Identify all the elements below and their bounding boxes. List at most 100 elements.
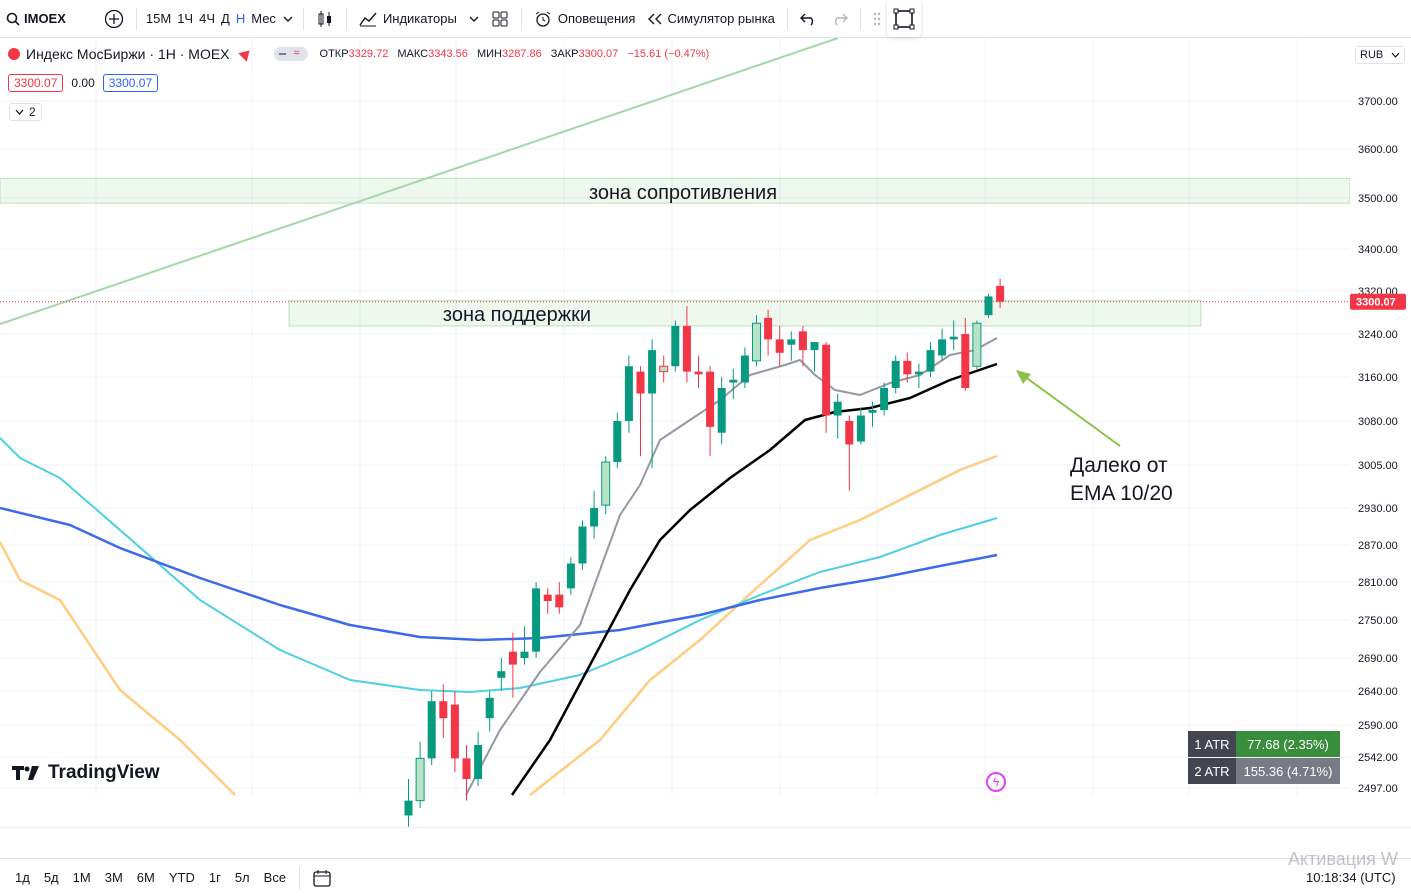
- range-button[interactable]: 1г: [208, 870, 221, 885]
- indicators-button[interactable]: Индикаторы: [353, 0, 463, 37]
- zones: [0, 177, 1351, 327]
- lightning-icon[interactable]: ϟ: [986, 772, 1006, 792]
- redo-button[interactable]: [824, 0, 854, 37]
- ema10-line: [465, 337, 998, 796]
- candle-body: [868, 410, 877, 413]
- buy-button[interactable]: 3300.07: [102, 74, 159, 92]
- candle: [810, 342, 819, 372]
- drag-handle[interactable]: [867, 0, 887, 37]
- candle-body: [532, 588, 541, 652]
- timeframe-1h[interactable]: 1Ч: [177, 11, 194, 26]
- candle: [415, 741, 425, 809]
- timeframe-month[interactable]: Мес: [251, 11, 276, 26]
- candle: [845, 415, 854, 491]
- visibility-toggle[interactable]: ≈: [273, 47, 308, 61]
- range-button[interactable]: Все: [263, 870, 287, 885]
- price-axis: 3700.003600.003500.003400.003320.003240.…: [0, 38, 1411, 828]
- candle: [972, 320, 982, 369]
- range-button[interactable]: 3М: [104, 870, 123, 885]
- range-button[interactable]: 1д: [15, 870, 30, 885]
- close-label: ЗАКР: [550, 48, 579, 60]
- price-chart[interactable]: 3700.003600.003500.003400.003320.003240.…: [0, 38, 1411, 828]
- range-button[interactable]: 5л: [234, 870, 250, 885]
- rewind-icon: [648, 13, 662, 24]
- undo-button[interactable]: [794, 0, 824, 37]
- chevron-down-icon: [283, 16, 293, 22]
- range-button[interactable]: YTD: [168, 870, 195, 885]
- tradingview-logo[interactable]: TradingView: [12, 762, 160, 784]
- divider: [520, 7, 522, 30]
- candle-body: [671, 325, 680, 367]
- candle: [532, 582, 541, 658]
- atr-value: 155.36 (4.71%): [1236, 758, 1340, 784]
- logo-text: TradingView: [48, 762, 160, 783]
- candle-body: [764, 317, 773, 340]
- chart-legend: Индекс МосБиржи · 1Н · MOEX ≈ ОТКР3329.7…: [8, 46, 715, 62]
- clock[interactable]: 10:18:34 (UTC): [1306, 870, 1396, 885]
- timeframe-week[interactable]: Н: [235, 11, 246, 26]
- candle: [868, 401, 877, 427]
- price-tick-label: 3400.00: [1358, 244, 1398, 256]
- price-tick-label: 2810.00: [1358, 577, 1398, 589]
- candle: [404, 779, 413, 827]
- arrow-line: [1023, 375, 1121, 447]
- alerts-button[interactable]: Оповещения: [528, 0, 642, 37]
- candle: [462, 745, 471, 801]
- layouts-button[interactable]: [485, 0, 515, 37]
- range-button[interactable]: 6М: [136, 870, 155, 885]
- price-tick-label: 2690.00: [1358, 653, 1398, 665]
- price-axis-bg: [1350, 38, 1411, 795]
- price-tick-label: 3600.00: [1358, 144, 1398, 156]
- candle-body: [891, 360, 900, 388]
- timeframe-15m[interactable]: 15М: [145, 11, 172, 26]
- candle-body: [938, 339, 947, 356]
- candle-body: [833, 401, 842, 416]
- spread-value: 0.00: [71, 76, 95, 90]
- support-zone: [288, 300, 1202, 327]
- range-button[interactable]: 5д: [43, 870, 59, 885]
- candle: [891, 355, 900, 394]
- open-label: ОТКР: [319, 48, 349, 60]
- chevron-down-icon: [15, 109, 24, 115]
- fullscreen-button[interactable]: [887, 0, 921, 37]
- chevron-down-icon: [469, 16, 479, 22]
- ema20-line: [510, 362, 998, 796]
- symbol-search[interactable]: IMOEX: [0, 0, 72, 37]
- candle-body: [856, 415, 865, 442]
- candle: [880, 382, 889, 416]
- divider: [302, 7, 304, 30]
- range-button[interactable]: 1М: [72, 870, 91, 885]
- candle-body: [613, 421, 622, 463]
- candle-body: [740, 355, 749, 383]
- timeframe-day[interactable]: Д: [221, 11, 230, 26]
- replay-button[interactable]: Симулятор рынка: [641, 0, 780, 37]
- compare-button[interactable]: [98, 0, 130, 37]
- trade-buttons: 3300.07 0.00 3300.07: [8, 74, 159, 92]
- candle-body: [648, 350, 657, 394]
- high-value: 3343.56: [428, 48, 468, 60]
- timeframe-4h[interactable]: 4Ч: [199, 11, 216, 26]
- sell-button[interactable]: 3300.07: [8, 74, 64, 92]
- currency-selector[interactable]: RUB: [1355, 46, 1406, 64]
- candle: [798, 325, 807, 367]
- candle: [914, 363, 923, 388]
- candle-body: [624, 366, 633, 421]
- open-value: 3329.72: [348, 48, 389, 60]
- candle: [671, 320, 680, 372]
- flag-icon[interactable]: [237, 46, 254, 62]
- divider: [135, 7, 137, 30]
- goto-date-button[interactable]: [306, 859, 338, 896]
- change-value: −15.61 (−0.47%): [627, 48, 710, 60]
- candle-body: [578, 526, 587, 564]
- collapse-indicators-button[interactable]: 2: [9, 103, 42, 121]
- divider: [299, 866, 301, 889]
- candle: [439, 684, 448, 739]
- candle-body: [972, 322, 982, 367]
- candle: [601, 456, 611, 515]
- drag-handle-icon: [873, 12, 881, 25]
- indicators-dropdown[interactable]: [463, 0, 485, 37]
- price-tick-label: 3700.00: [1358, 96, 1398, 108]
- timeframe-dropdown[interactable]: [279, 0, 297, 37]
- chart-type-button[interactable]: [310, 0, 340, 37]
- candle: [752, 315, 761, 367]
